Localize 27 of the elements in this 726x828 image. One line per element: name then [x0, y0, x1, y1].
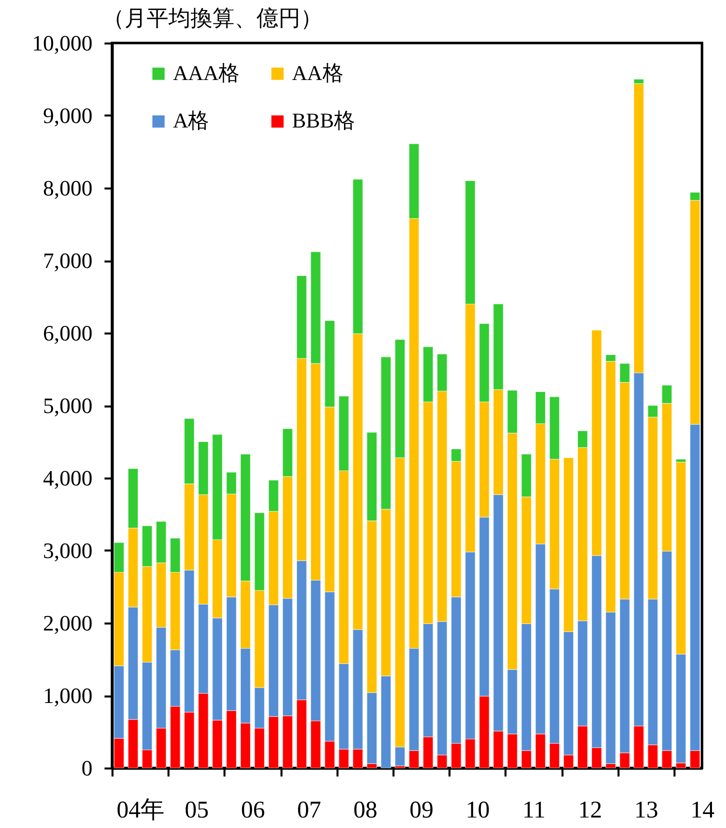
legend-label: AAA格 — [173, 60, 240, 85]
y-tick-label: 5,000 — [43, 393, 92, 418]
y-tick-label: 4,000 — [43, 466, 92, 490]
x-tick-label: 05 — [184, 798, 209, 824]
x-tick-label: 06 — [240, 798, 265, 824]
x-tick-label: 09 — [410, 798, 434, 824]
y-tick-label: 1,000 — [43, 683, 92, 708]
y-tick-label: 0 — [82, 756, 92, 780]
x-tick-label: 14 — [690, 798, 714, 824]
legend-label: AA格 — [292, 60, 344, 85]
legend-label: BBB格 — [292, 108, 356, 132]
x-tick-label: 07 — [297, 798, 322, 824]
y-tick-label: 8,000 — [43, 176, 92, 200]
x-tick-label: 12 — [578, 798, 602, 824]
legend-label: A格 — [173, 108, 210, 132]
x-tick-label: 11 — [522, 798, 546, 824]
y-tick-label: 6,000 — [43, 320, 92, 346]
x-tick-label: 10 — [466, 798, 490, 824]
y-tick-label: 7,000 — [43, 248, 92, 273]
y-tick-label: 3,000 — [43, 538, 92, 563]
y-axis-title: （月平均換算、億円） — [102, 6, 322, 30]
x-tick-label: 13 — [634, 798, 658, 824]
y-tick-label: 10,000 — [32, 30, 92, 56]
x-tick-label: 08 — [353, 798, 378, 824]
y-tick-label: 2,000 — [43, 610, 92, 636]
y-tick-label: 9,000 — [43, 103, 92, 128]
x-tick-label: 04年 — [116, 798, 165, 824]
